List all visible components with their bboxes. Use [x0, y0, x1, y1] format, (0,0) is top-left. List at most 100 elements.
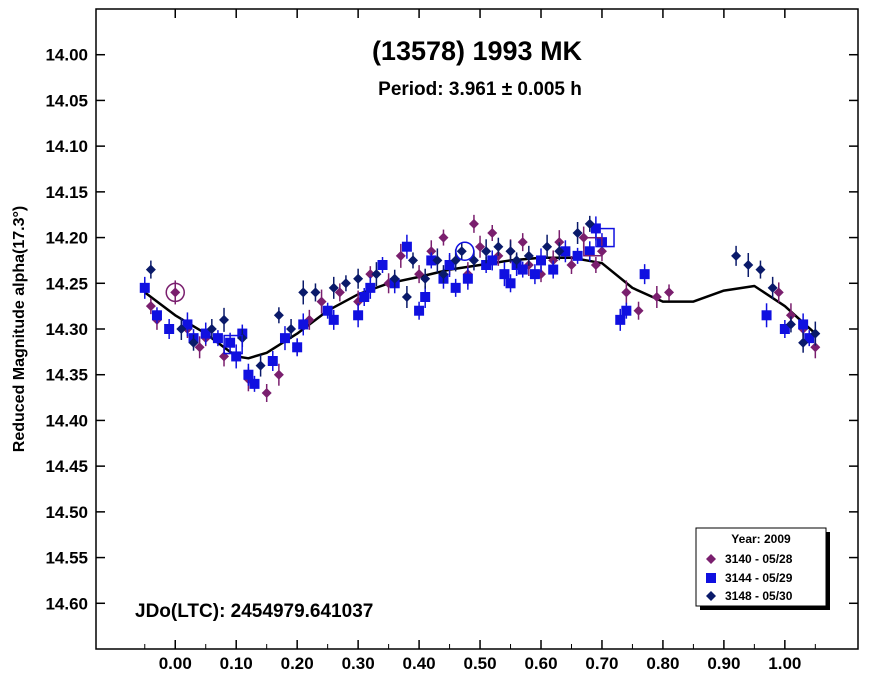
legend-shadow-right	[826, 532, 830, 610]
x-tick-label: 1.00	[768, 654, 801, 673]
data-point-square	[298, 319, 309, 330]
data-point-diamond	[188, 337, 199, 348]
legend-title: Year: 2009	[731, 532, 791, 546]
legend-marker-3144	[706, 573, 716, 583]
data-point-diamond	[785, 319, 796, 330]
data-point-diamond	[773, 287, 784, 298]
data-point-diamond	[810, 328, 821, 339]
data-point-diamond	[584, 218, 595, 229]
data-point-diamond	[450, 255, 461, 266]
jd-annotation: JDo(LTC): 2454979.641037	[135, 601, 373, 622]
data-point-square	[292, 342, 303, 353]
data-point-square	[761, 310, 772, 321]
data-point-diamond	[310, 287, 321, 298]
data-point-square	[328, 314, 339, 325]
data-point-diamond	[517, 237, 528, 248]
y-tick-label: 14.25	[45, 274, 88, 293]
data-point-diamond	[353, 273, 364, 284]
data-point-diamond	[798, 337, 809, 348]
data-point-diamond	[743, 260, 754, 270]
data-point-diamond	[664, 287, 675, 298]
data-point-diamond	[261, 388, 272, 398]
y-tick-label: 14.40	[45, 411, 88, 430]
data-point-diamond	[176, 324, 187, 334]
legend-marker-3148	[706, 591, 716, 601]
data-point-square	[450, 282, 461, 293]
data-point-diamond	[194, 342, 205, 353]
data-point-diamond	[389, 273, 400, 284]
data-point-square	[267, 356, 278, 366]
data-point-square	[401, 241, 412, 252]
data-point-square	[536, 255, 547, 266]
data-point-square	[560, 246, 571, 257]
data-point-diamond	[566, 260, 577, 270]
data-point-diamond	[286, 324, 297, 334]
data-point-diamond	[371, 269, 382, 280]
x-tick-label: 0.90	[707, 654, 740, 673]
data-point-diamond	[621, 287, 632, 298]
data-points-layer	[139, 214, 821, 402]
data-point-square	[517, 264, 528, 275]
data-point-diamond	[511, 255, 522, 266]
data-point-diamond	[273, 369, 284, 380]
legend-label-3148: 3148 - 05/30	[725, 589, 793, 603]
data-point-diamond	[456, 246, 467, 257]
data-point-diamond	[401, 292, 412, 302]
data-point-diamond	[548, 255, 559, 266]
y-tick-label: 14.10	[45, 137, 88, 156]
y-tick-label: 14.35	[45, 366, 88, 385]
data-point-diamond	[493, 241, 504, 252]
data-point-diamond	[145, 264, 156, 275]
legend: Year: 2009 3140 - 05/28 3144 - 05/29 314…	[695, 527, 830, 610]
data-point-square	[243, 369, 254, 380]
y-tick-label: 14.05	[45, 91, 88, 110]
data-point-diamond	[810, 342, 821, 353]
y-tick-label: 14.45	[45, 457, 88, 476]
data-point-diamond	[328, 282, 339, 293]
data-point-square	[426, 255, 437, 266]
data-point-square	[621, 305, 632, 316]
data-point-square	[804, 333, 815, 344]
data-point-diamond	[414, 269, 425, 280]
data-point-square	[231, 351, 242, 362]
data-point-diamond	[475, 241, 486, 252]
open-circle-marker	[165, 282, 185, 303]
data-point-diamond	[365, 269, 376, 280]
data-point-square	[584, 246, 595, 257]
data-point-diamond	[554, 246, 565, 257]
data-point-square	[481, 260, 492, 270]
data-point-diamond	[755, 264, 766, 275]
axis-ticks: 0.00 0.10 0.20 0.30 0.40 0.50 0.60 0.70 0.80 0.90…	[45, 9, 858, 673]
data-point-square	[444, 260, 455, 270]
data-point-diamond	[298, 287, 309, 298]
data-point-square	[377, 260, 388, 270]
open-circle-marker	[455, 241, 475, 262]
x-tick-label: 0.30	[342, 654, 375, 673]
data-point-diamond	[785, 310, 796, 321]
data-point-diamond	[316, 296, 327, 307]
data-point-diamond	[255, 360, 266, 371]
data-point-square	[548, 264, 559, 275]
data-point-square	[487, 255, 498, 266]
data-point-diamond	[505, 246, 516, 257]
data-point-diamond	[273, 310, 284, 321]
data-point-diamond	[633, 305, 644, 316]
legend-box	[695, 527, 827, 607]
data-point-diamond	[219, 314, 230, 325]
data-point-diamond	[334, 287, 345, 298]
x-tick-label: 0.10	[220, 654, 253, 673]
data-point-square	[139, 282, 150, 293]
data-point-square	[225, 337, 236, 348]
legend-marker-3140	[706, 554, 716, 564]
open-square-marker	[595, 227, 615, 248]
data-point-square	[151, 310, 162, 321]
data-point-square	[615, 314, 626, 325]
data-point-square	[572, 250, 583, 261]
x-tick-label: 0.70	[585, 654, 618, 673]
x-tick-label: 0.50	[464, 654, 497, 673]
y-tick-label: 14.15	[45, 183, 88, 202]
data-point-square	[529, 269, 540, 280]
y-tick-label: 14.00	[45, 46, 88, 65]
data-point-diamond	[523, 250, 534, 261]
legend-label-3140: 3140 - 05/28	[725, 552, 793, 566]
